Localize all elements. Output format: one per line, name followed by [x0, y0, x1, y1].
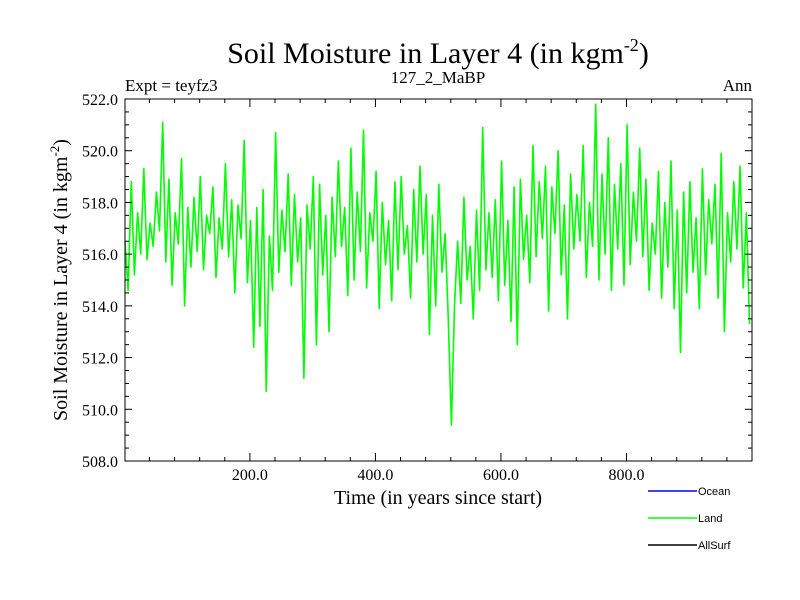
legend: Ocean Land AllSurf: [648, 486, 731, 552]
y-tick-label: 508.0: [82, 454, 118, 471]
y-tick-label: 520.0: [82, 144, 118, 161]
y-axis-label-main: Soil Moisture in Layer 4 (in kgm: [50, 156, 72, 421]
legend-label-land: Land: [698, 513, 722, 525]
y-tick-label: 512.0: [82, 351, 118, 368]
plot-area: 508.0 510.0 512.0 514.0 516.0 518.0 520.0 522.0…: [82, 92, 753, 484]
y-axis-label-close: ): [50, 139, 72, 146]
x-tick-label: 600.0: [483, 467, 519, 484]
period-label: 127_2_MaBP: [391, 68, 485, 87]
season-label: Ann: [723, 76, 753, 95]
y-axis-label-superscript: -2: [47, 146, 62, 157]
y-tick-label: 514.0: [82, 299, 118, 316]
y-tick-label: 510.0: [82, 402, 118, 419]
x-tick-label: 200.0: [232, 467, 268, 484]
chart-title-superscript: -2: [624, 35, 639, 55]
x-tick-label: 800.0: [608, 467, 644, 484]
y-tick-label: 518.0: [82, 195, 118, 212]
chart-title-main: Soil Moisture in Layer 4 (in kgm: [227, 37, 624, 70]
x-axis-label: Time (in years since start): [334, 487, 542, 509]
y-tick-label: 522.0: [82, 92, 118, 109]
x-tick-label: 400.0: [357, 467, 393, 484]
legend-label-allsurf: AllSurf: [698, 540, 731, 552]
series-line-land: [124, 103, 751, 426]
plot-frame: [124, 98, 753, 462]
chart-title-close: ): [639, 37, 649, 70]
experiment-label: Expt = teyfz3: [125, 76, 218, 95]
legend-label-ocean: Ocean: [698, 486, 730, 498]
chart-title: Soil Moisture in Layer 4 (in kgm-2): [227, 35, 649, 70]
y-axis-label: Soil Moisture in Layer 4 (in kgm-2): [47, 139, 72, 421]
y-tick-label: 516.0: [82, 247, 118, 264]
